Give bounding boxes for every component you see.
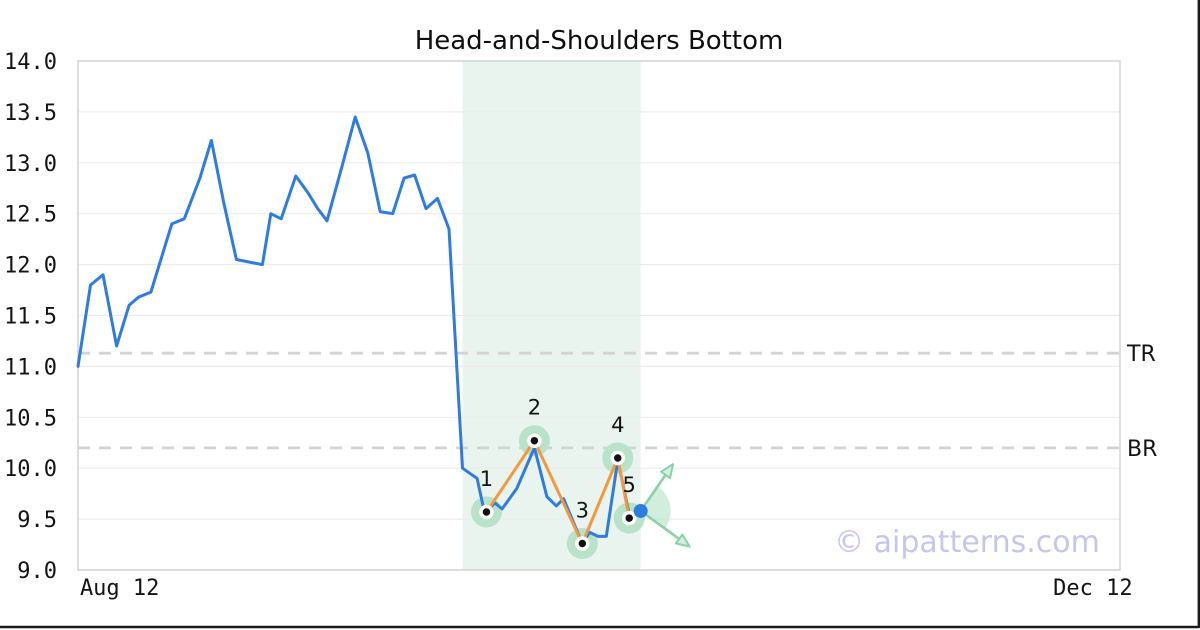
endpoint-dot: [633, 503, 648, 518]
forecast-arrowhead-icon: [660, 463, 674, 479]
y-tick-label: 10.0: [4, 457, 57, 482]
pattern-point-3: [575, 536, 590, 551]
y-tick-label: 13.5: [4, 101, 57, 126]
y-tick-label: 11.5: [4, 305, 57, 330]
point-label-4: 4: [611, 413, 624, 437]
watermark: © aipatterns.com: [834, 525, 1100, 560]
y-tick-label: 12.0: [4, 254, 57, 279]
x-tick-label: Dec 12: [1053, 576, 1132, 601]
y-tick-label: 11.0: [4, 355, 57, 380]
forecast-wedge: [640, 486, 671, 529]
point-label-2: 2: [528, 396, 541, 420]
point-label-1: 1: [480, 467, 493, 491]
plot-border: [77, 60, 1121, 571]
y-tick-label: 13.0: [4, 152, 57, 177]
forecast-arrow: [639, 471, 669, 512]
price-line: [76, 115, 643, 545]
y-tick-label: 9.5: [17, 508, 57, 533]
forecast-arrow: [639, 509, 683, 542]
pattern-point-1: [479, 504, 494, 520]
pattern-point-2: [527, 433, 542, 448]
level-label-br: BR: [1127, 437, 1157, 462]
y-tick-label: 12.5: [4, 203, 57, 228]
y-tick-label: 9.0: [17, 559, 57, 584]
chart-title: Head-and-Shoulders Bottom: [415, 26, 784, 56]
pattern-point-5: [621, 510, 637, 526]
point-label-3: 3: [576, 499, 589, 523]
pattern-point-4: [610, 450, 626, 466]
y-tick-label: 10.5: [4, 406, 57, 431]
y-tick-label: 14.0: [4, 50, 57, 75]
level-label-tr: TR: [1126, 342, 1156, 367]
point-label-5: 5: [623, 473, 636, 497]
x-tick-label: Aug 12: [80, 576, 159, 601]
forecast-arrowhead-icon: [674, 533, 691, 548]
